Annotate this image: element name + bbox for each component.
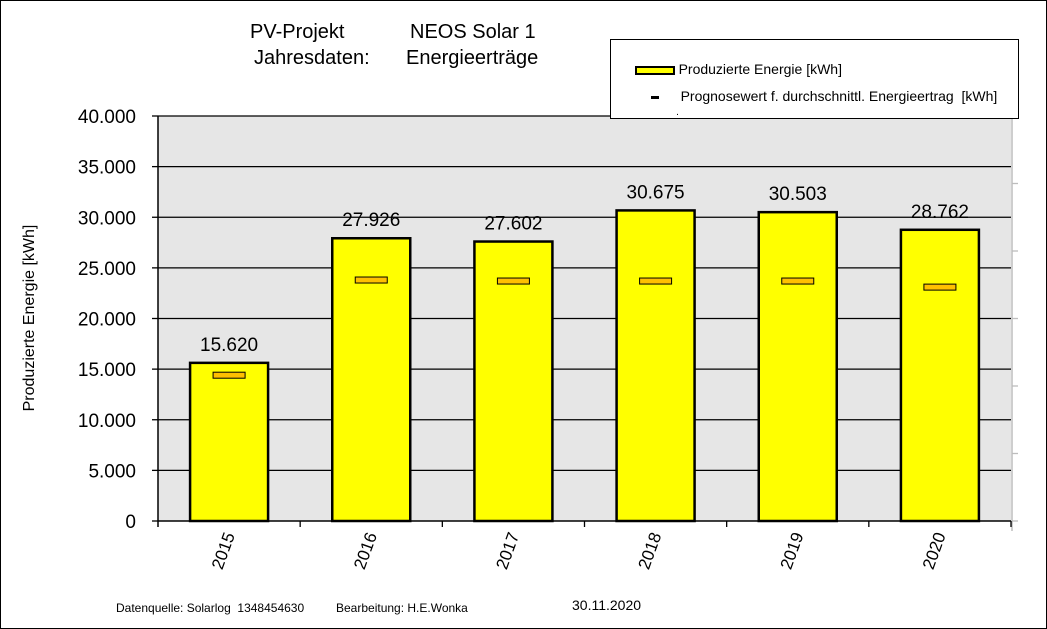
x-tick-label-2018: 2018 xyxy=(635,530,666,572)
secondary-axis xyxy=(1011,115,1018,531)
y-tick-labels: 0 5.000 10.000 15.000 20.000 25.000 30.000 35.0… xyxy=(78,107,136,533)
data-label-2016: 27.926 xyxy=(342,210,400,231)
data-label-2020: 28.762 xyxy=(911,202,969,223)
bars xyxy=(188,209,981,523)
legend-dash-swatch xyxy=(650,95,659,99)
x-tick-labels: 2015 2016 2017 2018 2019 2020 xyxy=(208,530,950,572)
x-tick-label-2020: 2020 xyxy=(919,530,950,572)
y-tick-label: 30.000 xyxy=(78,208,136,229)
footer-editor: Bearbeitung: H.E.Wonka xyxy=(336,601,468,615)
forecast-marker-2017 xyxy=(496,277,530,285)
bar-2015 xyxy=(188,361,270,523)
forecast-markers xyxy=(212,276,957,379)
forecast-marker-2016 xyxy=(354,276,388,284)
legend-bar-swatch xyxy=(634,65,675,75)
forecast-marker-2020 xyxy=(923,283,957,291)
bar-2018 xyxy=(615,209,696,523)
y-tick-label: 40.000 xyxy=(78,107,136,128)
data-label-2019: 30.503 xyxy=(769,184,827,205)
legend-label-forecast: Prognosewert f. durchschnittl. Energieer… xyxy=(680,88,998,104)
data-label-2017: 27.602 xyxy=(484,214,542,235)
forecast-marker-2015 xyxy=(212,371,246,379)
bar-2020 xyxy=(899,228,981,523)
title-data-label: Jahresdaten: xyxy=(254,47,370,69)
gridlines xyxy=(158,115,1011,472)
legend-item-forecast: Prognosewert f. durchschnittl. Energieer… xyxy=(619,72,997,120)
bar-2017 xyxy=(473,240,554,523)
legend-item-empty: . xyxy=(665,96,679,129)
footer-date: 30.11.2020 xyxy=(572,597,642,613)
y-tick-label: 35.000 xyxy=(78,158,136,179)
title-data-name: Energieerträge xyxy=(406,47,539,69)
y-tick-label: 5.000 xyxy=(88,461,136,482)
y-tick-label: 0 xyxy=(125,512,136,533)
y-tick-label: 20.000 xyxy=(78,310,136,331)
x-tick-label-2016: 2016 xyxy=(350,530,381,572)
x-tick-label-2015: 2015 xyxy=(208,530,239,572)
x-tick-label-2019: 2019 xyxy=(777,530,808,572)
data-label-2015: 15.620 xyxy=(200,335,258,356)
footer-source: Datenquelle: Solarlog 1348454630 xyxy=(116,601,305,615)
y-axis-label: Produzierte Energie [kWh] xyxy=(21,225,38,412)
bar-2016 xyxy=(331,236,412,523)
x-tick-label-2017: 2017 xyxy=(492,530,523,572)
legend-label-produced: Produzierte Energie [kWh] xyxy=(678,61,842,77)
bar-2019 xyxy=(757,210,838,523)
legend: Produzierte Energie [kWh] Prognosewert f… xyxy=(610,39,1019,119)
legend-label-empty: . xyxy=(676,107,679,118)
forecast-marker-2018 xyxy=(639,277,673,285)
forecast-marker-2019 xyxy=(781,277,815,285)
axes xyxy=(152,115,1012,527)
title-project-label: PV-Projekt xyxy=(250,21,345,43)
title-project-name: NEOS Solar 1 xyxy=(410,21,536,43)
data-label-2018: 30.675 xyxy=(627,182,685,203)
legend-item-produced: Produzierte Energie [kWh] xyxy=(619,45,842,93)
y-tick-label: 15.000 xyxy=(78,360,136,381)
y-tick-label: 25.000 xyxy=(78,259,136,280)
data-labels: 15.620 27.926 27.602 30.675 30.503 28.762 xyxy=(200,182,969,355)
y-tick-label: 10.000 xyxy=(78,411,136,432)
